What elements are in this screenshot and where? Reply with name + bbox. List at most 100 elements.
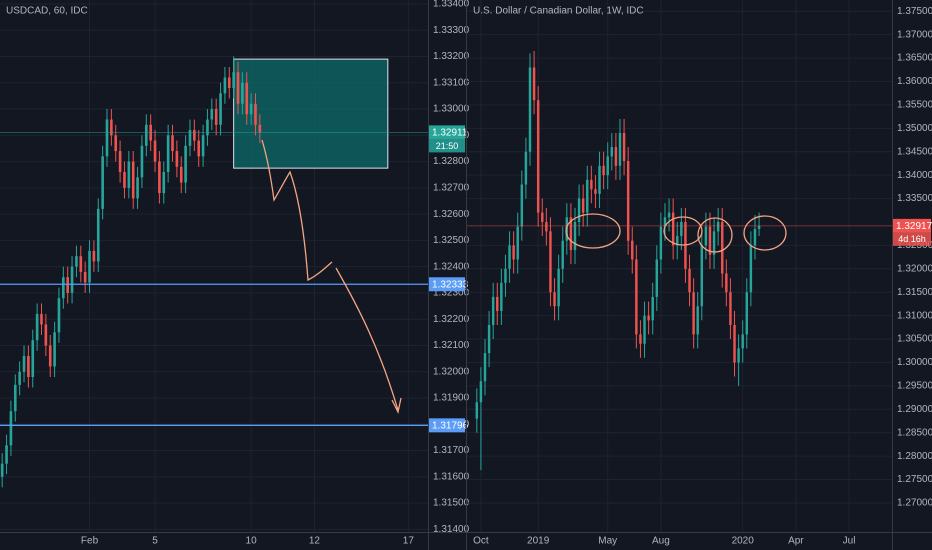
- candle-body: [508, 245, 511, 269]
- candle-body: [512, 245, 515, 260]
- candle-body: [31, 340, 35, 377]
- candle-body: [639, 334, 642, 344]
- candle-body: [635, 259, 638, 335]
- y-tick-label: 1.32300: [433, 288, 470, 299]
- y-tick-label: 1.32800: [433, 156, 470, 167]
- x-tick-label: 10: [246, 536, 258, 547]
- y-tick-label: 1.32100: [433, 340, 470, 351]
- candle-body: [536, 100, 540, 213]
- candle-body: [53, 332, 56, 367]
- candle-body: [123, 172, 126, 188]
- candle-body: [704, 226, 708, 246]
- candle-body: [483, 353, 487, 382]
- y-tick-label: 1.33300: [433, 25, 470, 36]
- price-tag: [893, 218, 931, 233]
- x-tick-label: Oct: [473, 536, 489, 547]
- y-tick-label: 1.31900: [433, 393, 470, 404]
- y-tick-label: 1.30000: [897, 357, 932, 368]
- y-tick-label: 1.27500: [897, 474, 932, 485]
- drawing-circle: [697, 217, 733, 253]
- candle-body: [153, 140, 157, 162]
- candle-body: [577, 198, 581, 222]
- candle-body: [696, 306, 699, 335]
- candle-body: [245, 82, 249, 115]
- x-tick-label: Feb: [81, 536, 99, 547]
- candle-body: [118, 151, 122, 173]
- candle-body: [114, 135, 118, 152]
- candle-body: [610, 147, 614, 157]
- candle-body: [0, 463, 4, 477]
- y-tick-label: 1.33500: [897, 193, 932, 204]
- candle-body: [651, 296, 654, 321]
- candle-body: [729, 292, 732, 326]
- candle-body: [594, 189, 597, 194]
- candle-body: [737, 348, 740, 363]
- y-tick-label: 1.31500: [897, 287, 932, 298]
- target-box: [233, 58, 389, 169]
- candle-body: [227, 77, 231, 89]
- drawing-arrow: [261, 139, 333, 282]
- candle-body: [13, 384, 17, 412]
- drawing-circle: [743, 215, 787, 251]
- countdown-label: 21:50: [436, 141, 459, 151]
- price-tag-label: 1.31796: [432, 420, 469, 431]
- candle-body: [659, 226, 663, 260]
- candle-body: [606, 156, 609, 176]
- y-tick-label: 1.32700: [433, 182, 470, 193]
- countdown-tag: [429, 139, 465, 153]
- candle-body: [520, 184, 524, 227]
- candle-body: [581, 198, 585, 213]
- candle-body: [496, 296, 499, 311]
- candle-body: [541, 212, 544, 222]
- candle-body: [500, 282, 503, 311]
- price-tag: [429, 125, 465, 140]
- candle-body: [549, 231, 552, 293]
- y-tick-label: 1.33400: [433, 0, 470, 10]
- candle-body: [757, 225, 761, 230]
- candle-body: [179, 166, 183, 183]
- candle-body: [162, 172, 166, 194]
- candle-body: [622, 133, 626, 162]
- candle-body: [105, 119, 109, 157]
- candle-body: [241, 82, 244, 104]
- candle-body: [40, 313, 43, 325]
- candle-body: [44, 324, 48, 346]
- candle-body: [236, 72, 240, 104]
- x-tick-label: 12: [309, 536, 321, 547]
- y-tick-label: 1.37000: [897, 29, 932, 40]
- candle-body: [27, 355, 30, 377]
- candle-body: [136, 177, 139, 199]
- candle-body: [741, 334, 744, 349]
- candle-body: [631, 240, 634, 260]
- candle-body: [753, 229, 757, 246]
- y-tick-label: 1.27000: [897, 498, 932, 509]
- candle-body: [79, 256, 83, 272]
- candle-body: [602, 165, 605, 176]
- candle-body: [487, 325, 491, 354]
- candle-body: [688, 268, 691, 293]
- price-tag: [429, 418, 465, 433]
- x-tick-label: Apr: [788, 536, 804, 547]
- y-tick-label: 1.32200: [433, 314, 470, 325]
- candle-body: [667, 212, 671, 218]
- y-tick-label: 1.29500: [897, 381, 932, 392]
- y-tick-label: 1.29000: [897, 404, 932, 415]
- price-tag-label: 1.32333: [432, 279, 469, 290]
- candle-body: [101, 156, 104, 209]
- candle-body: [70, 266, 74, 293]
- y-tick-label: 1.32500: [433, 235, 470, 246]
- candle-body: [655, 259, 659, 297]
- candle-body: [712, 231, 716, 255]
- candle-body: [258, 124, 262, 133]
- candle-body: [749, 245, 753, 293]
- candle-body: [131, 161, 135, 199]
- candle-body: [626, 161, 630, 241]
- y-tick-label: 1.31400: [433, 524, 470, 535]
- y-tick-label: 1.32000: [897, 263, 932, 274]
- candle-body: [83, 271, 87, 283]
- y-tick-label: 1.30500: [897, 334, 932, 345]
- price-tag: [429, 277, 465, 292]
- drawing-arrow: [335, 267, 402, 414]
- drawing-circle: [663, 216, 703, 246]
- candle-body: [545, 221, 548, 232]
